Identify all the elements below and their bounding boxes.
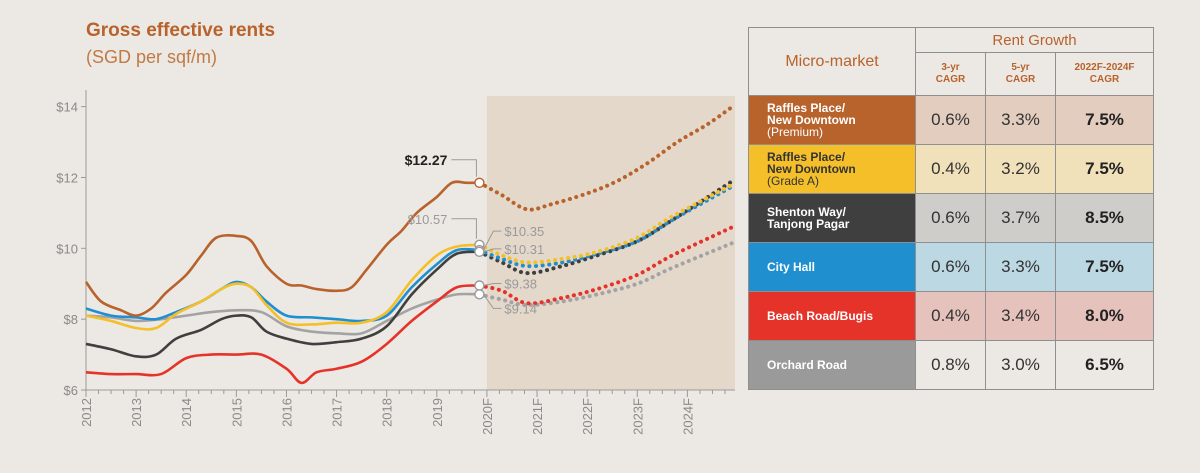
micro-market-label: Raffles Place/New Downtown (Grade A) — [748, 144, 916, 194]
x-tick-label: 2019 — [430, 398, 445, 427]
cagr-value: 0.4% — [915, 291, 986, 341]
series-line-actual — [85, 243, 480, 331]
cagr-value: 7.5% — [1054, 144, 1155, 194]
annotation-marker — [474, 280, 485, 291]
y-tick-label: $6 — [64, 383, 78, 398]
micro-market-label: Raffles Place/New Downtown (Premium) — [748, 95, 916, 145]
micro-market-label: City Hall — [748, 242, 916, 292]
header-rent-growth: Rent Growth — [914, 27, 1155, 53]
annotation-marker — [474, 177, 485, 188]
table-row: City Hall 0.6% 3.3% 7.5% — [748, 242, 1155, 292]
table-row: Shenton Way/Tanjong Pagar 0.6% 3.7% 8.5% — [748, 193, 1155, 243]
x-tick-label: 2021F — [530, 398, 545, 435]
x-tick-label: 2013 — [129, 398, 144, 427]
series-line-forecast — [477, 104, 735, 212]
series-line-actual — [85, 250, 480, 359]
chart-subtitle: (SGD per sqf/m) — [86, 47, 218, 67]
cagr-value: 3.7% — [985, 193, 1056, 243]
cagr-value: 0.8% — [915, 340, 986, 390]
y-tick-label: $8 — [64, 312, 78, 327]
forecast-region — [486, 96, 735, 390]
annotation-label: $10.57 — [408, 212, 448, 227]
x-tick-label: 2022F — [580, 398, 595, 435]
series-line-forecast — [477, 184, 735, 269]
x-tick-label: 2018 — [380, 398, 395, 427]
cagr-value: 3.3% — [985, 242, 1056, 292]
series-line-forecast — [477, 225, 735, 306]
cagr-value: 3.0% — [985, 340, 1056, 390]
cagr-value: 0.4% — [915, 144, 986, 194]
annotation-label: $9.14 — [504, 301, 537, 316]
x-tick-label: 2020F — [480, 398, 495, 435]
table-row: Raffles Place/New Downtown (Grade A) 0.4% 3… — [748, 144, 1155, 194]
series-line-actual — [84, 180, 480, 317]
series-line-forecast — [477, 182, 735, 265]
table-row: Raffles Place/New Downtown (Premium) 0.6% 3… — [748, 95, 1155, 145]
cagr-value: 0.6% — [915, 95, 986, 145]
x-tick-label: 2015 — [229, 398, 244, 427]
annotation-marker — [474, 246, 485, 258]
x-tick-label: 2016 — [279, 398, 294, 427]
annotation-leader — [451, 159, 477, 177]
chart-title: Gross effective rents — [86, 20, 276, 41]
x-tick-label: 2017 — [330, 398, 345, 427]
table-row: Beach Road/Bugis 0.4% 3.4% 8.0% — [748, 291, 1155, 341]
series-line-forecast — [477, 179, 735, 276]
cagr-value: 3.3% — [985, 95, 1056, 145]
annotation-leader — [482, 230, 502, 251]
cagr-value: 0.6% — [915, 242, 986, 292]
annotation-label: $12.27 — [405, 152, 448, 168]
annotation-label: $10.35 — [504, 224, 544, 239]
annotation-leader — [483, 294, 502, 309]
y-tick-label: $10 — [56, 241, 78, 256]
cagr-value: 0.6% — [915, 193, 986, 243]
cagr-value: 8.5% — [1054, 193, 1155, 243]
y-tick-label: $14 — [56, 100, 78, 115]
x-tick-label: 2014 — [179, 398, 194, 427]
x-tick-label: 2024F — [680, 398, 695, 435]
header-micro-market: Micro-market — [748, 27, 916, 96]
cagr-value: 3.4% — [985, 291, 1056, 341]
cagr-value: 3.2% — [985, 144, 1056, 194]
rent-growth-table: Micro-market Rent Growth 3-yr CAGR 5-yr CAG… — [748, 27, 1155, 390]
micro-market-label: Orchard Road — [748, 340, 916, 390]
column-header: 2022F-2024F CAGR — [1054, 52, 1155, 96]
cagr-value: 7.5% — [1054, 95, 1155, 145]
micro-market-label: Beach Road/Bugis — [748, 291, 916, 341]
annotation-leader — [483, 283, 502, 286]
series-line-actual — [85, 247, 480, 323]
cagr-value: 6.5% — [1054, 340, 1155, 390]
y-tick-label: $12 — [56, 170, 78, 185]
x-tick-label: 2023F — [630, 398, 645, 435]
series-line-actual — [85, 284, 480, 385]
cagr-value: 8.0% — [1054, 291, 1155, 341]
column-header: 5-yr CAGR — [985, 52, 1056, 96]
table-row: Orchard Road 0.8% 3.0% 6.5% — [748, 340, 1155, 390]
cagr-value: 7.5% — [1054, 242, 1155, 292]
annotation-label: $10.31 — [504, 242, 544, 257]
x-tick-label: 2012 — [79, 398, 94, 427]
annotation-leader — [451, 218, 477, 239]
annotation-leader — [483, 248, 502, 253]
micro-market-label: Shenton Way/Tanjong Pagar — [748, 193, 916, 243]
annotation-marker — [474, 289, 485, 300]
series-line-forecast — [477, 241, 735, 307]
column-header: 3-yr CAGR — [915, 52, 986, 96]
annotation-label: $9.38 — [504, 277, 537, 292]
